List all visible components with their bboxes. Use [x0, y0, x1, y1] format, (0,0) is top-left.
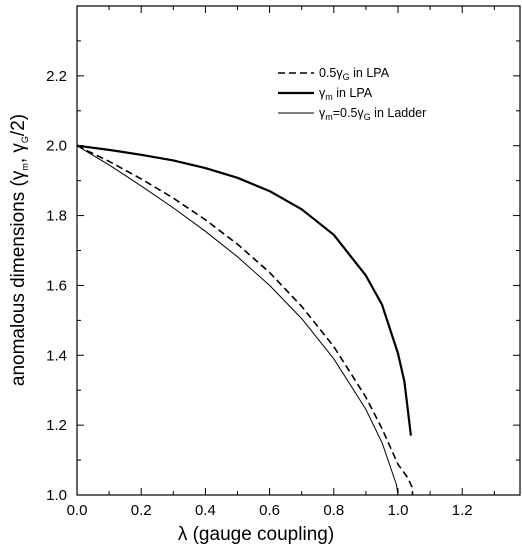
x-tick-label: 1.0 — [388, 502, 409, 519]
plot-border — [76, 5, 521, 496]
y-tick-label: 2.0 — [46, 138, 67, 155]
legend-dashed-gamma: γ — [336, 66, 343, 80]
legend-thin-post: =0.5γ — [333, 106, 365, 120]
x-tick-label: 0.2 — [131, 502, 152, 519]
legend-dashed-post: in LPA — [350, 66, 390, 80]
y-axis-label-post: /2) — [8, 114, 29, 136]
legend-thick-post: in LPA — [333, 86, 373, 100]
legend-label-dashed: 0.5γG in LPA — [319, 66, 390, 82]
x-tick-label: 0.0 — [67, 502, 88, 519]
y-axis-label-pre: anomalous dimensions ( — [8, 179, 29, 386]
legend-thin-gamma: γ — [319, 106, 326, 120]
y-axis-label-sub-2: G — [20, 136, 30, 143]
series-layer — [76, 144, 414, 496]
legend-thin-sub: m — [325, 112, 333, 122]
legend-label-thick: γm in LPA — [319, 86, 373, 102]
legend-thin-post-2: in Ladder — [371, 106, 427, 120]
y-tick-label: 1.0 — [46, 487, 67, 504]
y-axis-ticks: 1.0 1.2 1.4 1.6 1.8 2.0 2.2 — [46, 40, 520, 504]
y-tick-label: 1.8 — [46, 208, 67, 225]
y-axis-label: anomalous dimensions (γm, γG/2) — [8, 114, 30, 386]
legend-thin-sub-2: G — [364, 112, 371, 122]
legend-label-thin: γm=0.5γG in Ladder — [319, 106, 426, 122]
x-tick-label: 1.2 — [452, 502, 473, 519]
x-axis-label-text: (gauge coupling) — [187, 524, 334, 545]
y-tick-label: 1.6 — [46, 277, 67, 294]
x-tick-label: 0.6 — [259, 502, 280, 519]
legend-dashed-pre: 0.5 — [319, 66, 336, 80]
plot-frame — [76, 5, 521, 496]
x-axis-ticks: 0.0 0.2 0.4 0.6 0.8 1.0 1.2 — [67, 6, 495, 519]
y-axis-label-sub-1: m — [20, 163, 30, 171]
y-tick-label: 1.2 — [46, 417, 67, 434]
x-axis-label-symbol: λ — [178, 524, 188, 545]
x-tick-label: 0.8 — [323, 502, 344, 519]
x-axis-label: λ (gauge coupling) — [178, 524, 334, 545]
legend-dashed-sub: G — [343, 72, 350, 82]
y-tick-label: 2.2 — [46, 68, 67, 85]
legend: 0.5γG in LPA γm in LPA γm=0.5γG in Ladde… — [278, 66, 426, 122]
y-axis-label-gamma-2: γ — [8, 143, 29, 153]
y-axis-label-gamma-1: γ — [8, 170, 29, 180]
legend-thick-gamma: γ — [319, 86, 326, 100]
legend-thick-sub: m — [325, 92, 333, 102]
x-tick-label: 0.4 — [195, 502, 216, 519]
series-line-thick — [76, 144, 412, 436]
y-tick-label: 1.4 — [46, 347, 67, 364]
series-line-thin — [76, 145, 399, 496]
y-axis-label-mid: , — [8, 153, 29, 164]
series-line-dashed — [76, 144, 414, 495]
